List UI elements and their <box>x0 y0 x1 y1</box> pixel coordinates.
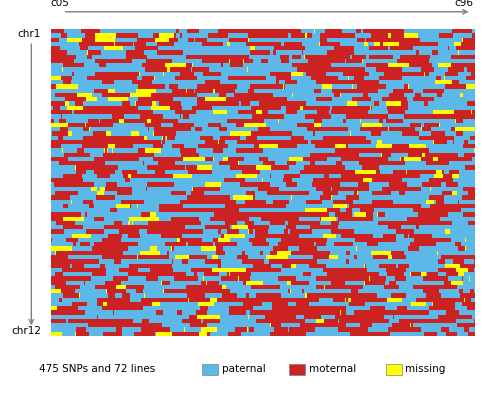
Text: c05: c05 <box>51 0 69 8</box>
Text: chr12: chr12 <box>11 326 41 336</box>
Text: missing: missing <box>405 364 446 375</box>
Text: moternal: moternal <box>309 364 356 375</box>
Text: c96: c96 <box>455 0 474 8</box>
Text: 475 SNPs and 72 lines: 475 SNPs and 72 lines <box>39 364 155 375</box>
Text: paternal: paternal <box>222 364 266 375</box>
Text: chr1: chr1 <box>18 29 41 39</box>
